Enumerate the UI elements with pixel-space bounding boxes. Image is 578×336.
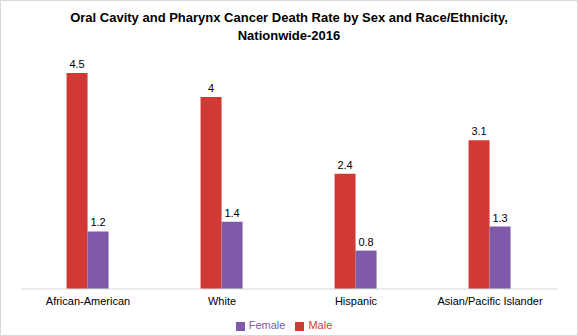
svg-text:1.3: 1.3	[492, 212, 507, 224]
svg-text:African-American: African-American	[46, 295, 130, 307]
svg-text:4: 4	[208, 82, 214, 94]
html-text:Male: Male	[308, 319, 333, 331]
svg-text:3.1: 3.1	[471, 125, 486, 137]
svg-text:0.8: 0.8	[358, 236, 373, 248]
svg-text:2.4: 2.4	[337, 159, 352, 171]
svg-text:White: White	[208, 295, 236, 307]
html-text:Female: Female	[248, 319, 286, 331]
svg-text:1.4: 1.4	[224, 207, 239, 219]
svg-text:4.5: 4.5	[69, 58, 84, 70]
html-text:Oral Cavity and Pharynx Cancer: Oral Cavity and Pharynx Cancer Death Rat…	[70, 10, 508, 43]
svg-text:Asian/Pacific Islander: Asian/Pacific Islander	[437, 295, 542, 307]
svg-text:1.2: 1.2	[90, 216, 105, 228]
svg-text:Hispanic: Hispanic	[335, 295, 378, 307]
